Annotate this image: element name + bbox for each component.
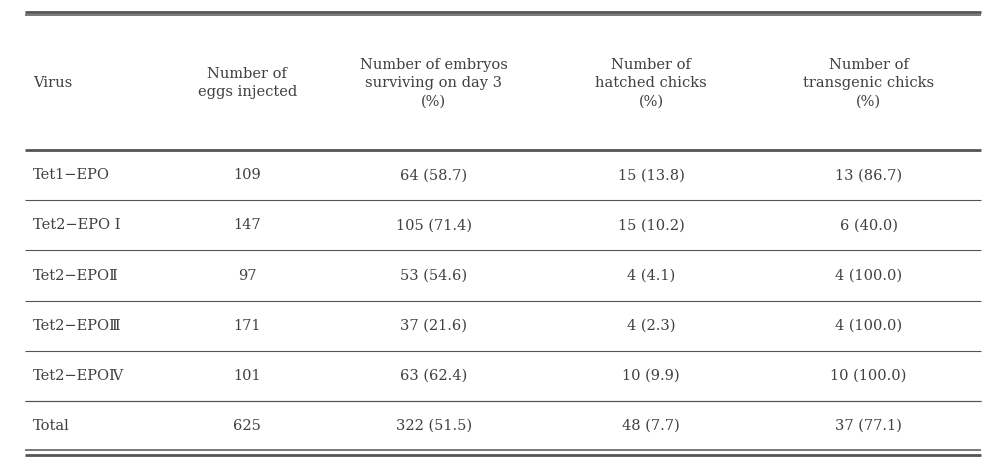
- Text: 63 (62.4): 63 (62.4): [400, 369, 467, 383]
- Text: 37 (21.6): 37 (21.6): [400, 319, 467, 333]
- Text: Number of
eggs injected: Number of eggs injected: [197, 67, 297, 99]
- Text: Total: Total: [33, 419, 70, 433]
- Text: Tet2−EPOⅡ: Tet2−EPOⅡ: [33, 269, 118, 282]
- Text: Tet2−EPO I: Tet2−EPO I: [33, 219, 120, 232]
- Text: 64 (58.7): 64 (58.7): [400, 168, 467, 182]
- Text: 53 (54.6): 53 (54.6): [400, 269, 467, 282]
- Text: Virus: Virus: [33, 76, 72, 90]
- Text: 13 (86.7): 13 (86.7): [835, 168, 901, 182]
- Text: Tet1−EPO: Tet1−EPO: [33, 168, 110, 182]
- Text: 147: 147: [233, 219, 261, 232]
- Text: 48 (7.7): 48 (7.7): [621, 419, 679, 433]
- Text: 15 (13.8): 15 (13.8): [617, 168, 684, 182]
- Text: 101: 101: [233, 369, 261, 383]
- Text: 625: 625: [233, 419, 261, 433]
- Text: Tet2−EPOⅣ: Tet2−EPOⅣ: [33, 369, 124, 383]
- Text: 109: 109: [233, 168, 261, 182]
- Text: Number of
transgenic chicks
(%): Number of transgenic chicks (%): [803, 58, 933, 109]
- Text: 4 (2.3): 4 (2.3): [626, 319, 674, 333]
- Text: 4 (100.0): 4 (100.0): [835, 319, 901, 333]
- Text: 4 (4.1): 4 (4.1): [626, 269, 674, 282]
- Text: 15 (10.2): 15 (10.2): [617, 219, 683, 232]
- Text: 4 (100.0): 4 (100.0): [835, 269, 901, 282]
- Text: 10 (9.9): 10 (9.9): [621, 369, 679, 383]
- Text: 6 (40.0): 6 (40.0): [839, 219, 897, 232]
- Text: 10 (100.0): 10 (100.0): [830, 369, 906, 383]
- Text: 97: 97: [237, 269, 257, 282]
- Text: 105 (71.4): 105 (71.4): [396, 219, 471, 232]
- Text: 322 (51.5): 322 (51.5): [395, 419, 471, 433]
- Text: Number of embryos
surviving on day 3
(%): Number of embryos surviving on day 3 (%): [360, 58, 507, 109]
- Text: Number of
hatched chicks
(%): Number of hatched chicks (%): [595, 58, 706, 109]
- Text: 37 (77.1): 37 (77.1): [835, 419, 901, 433]
- Text: 171: 171: [233, 319, 261, 333]
- Text: Tet2−EPOⅢ: Tet2−EPOⅢ: [33, 319, 121, 333]
